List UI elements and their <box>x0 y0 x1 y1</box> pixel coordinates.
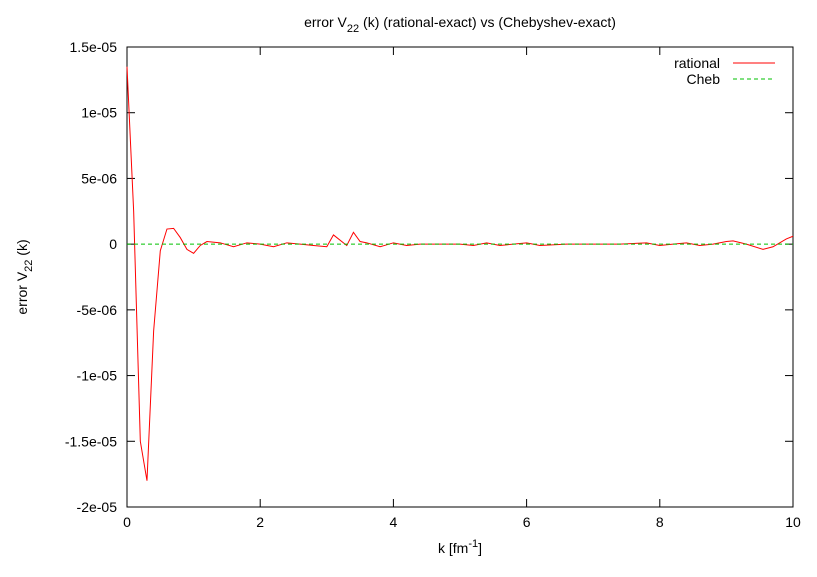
x-tick-label: 10 <box>785 514 801 530</box>
y-tick-label: 5e-06 <box>81 170 117 186</box>
y-tick-label: -1.5e-05 <box>65 433 117 449</box>
x-axis-label-part: ] <box>478 540 482 556</box>
series-line <box>126 66 794 481</box>
chart-title: error V22 (k) (rational-exact) vs (Cheby… <box>304 14 616 35</box>
x-tick-label: 4 <box>390 514 398 530</box>
plot-frame <box>126 46 794 508</box>
y-axis-label-part: error V <box>14 271 30 314</box>
x-tick-label: 2 <box>256 514 264 530</box>
y-axis-label: error V22 (k) <box>14 239 35 314</box>
x-tick-label: 8 <box>656 514 664 530</box>
y-tick-label: -1e-05 <box>77 368 118 384</box>
chart-title-part: (k) (rational-exact) vs (Chebyshev-exact… <box>359 14 616 30</box>
x-tick-label: 6 <box>523 514 531 530</box>
y-tick-label: -2e-05 <box>77 499 118 515</box>
y-tick-label: 0 <box>109 236 117 252</box>
chart-title-part: error V <box>304 14 347 30</box>
legend-label: Cheb <box>687 71 721 87</box>
y-tick-label: 1e-05 <box>81 105 117 121</box>
y-axis-label-part: 22 <box>23 260 35 272</box>
legend-label: rational <box>674 55 720 71</box>
x-axis-label-part: k [fm <box>438 540 468 556</box>
y-axis-label-part: (k) <box>14 239 30 259</box>
x-tick-label: 0 <box>123 514 131 530</box>
chart-title-part: 22 <box>347 23 359 35</box>
x-axis-label-part: -1 <box>468 538 478 550</box>
y-tick-label: -5e-06 <box>77 302 118 318</box>
x-axis-label: k [fm-1] <box>438 538 482 556</box>
y-tick-label: 1.5e-05 <box>70 39 118 55</box>
